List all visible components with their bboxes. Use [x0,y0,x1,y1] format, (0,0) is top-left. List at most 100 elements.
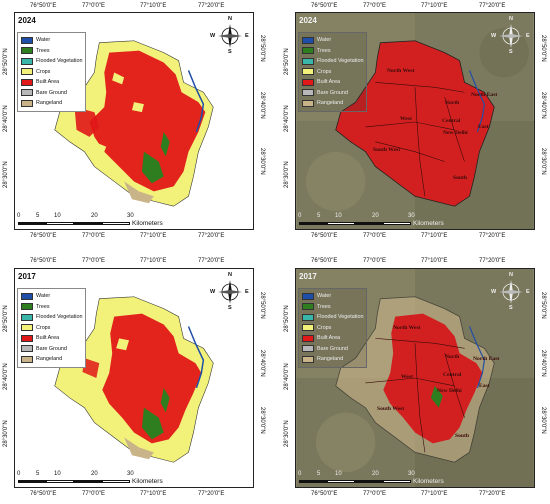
legend-item-trees: Trees [302,302,363,313]
legend-item-water: Water [302,291,363,302]
district-label: North [445,100,460,106]
lat-tick: 28°30'0"N [259,407,265,434]
district-label: North East [471,92,498,98]
north-arrow-icon: N S W E [210,16,249,55]
lat-tick: 28°50'0"N [3,305,9,332]
lon-tick: 76°50'0"E [30,3,57,9]
map-frame [295,268,535,488]
legend-item-crops: Crops [21,67,82,78]
legend-item-crops: Crops [302,323,363,334]
year-label: 2024 [299,16,317,25]
lon-tick: 77°10'0"E [421,258,448,264]
legend-item-crops: Crops [21,323,82,334]
lat-tick: 28°30'0"N [3,161,9,188]
district-label: East [479,383,490,389]
lon-tick: 77°20'0"E [198,258,225,264]
lat-tick: 28°30'0"N [540,148,546,175]
legend-item-built: Built Area [21,333,82,344]
scale-bar: 0 5 10 20 30 Kilometers [298,213,444,227]
lat-tick: 28°50'0"N [259,292,265,319]
legend-item-bare: Bare Ground [302,344,363,355]
lat-tick: 28°30'0"N [3,420,9,447]
district-label: North East [473,356,500,362]
north-arrow-icon: N S W E [491,16,530,55]
district-label: North West [387,68,415,74]
lon-tick: 77°10'0"E [140,233,167,239]
lon-tick: 76°50'0"E [30,233,57,239]
district-label: New Delhi [443,130,468,136]
legend-item-trees: Trees [302,46,363,57]
district-label: South West [377,406,405,412]
legend-item-rangeland: Rangeland [21,98,82,109]
lat-tick: 28°30'0"N [259,148,265,175]
district-label: North West [393,325,421,331]
lon-tick: 77°10'0"E [421,491,448,497]
lon-tick: 77°10'0"E [140,258,167,264]
district-label: Central [443,372,462,378]
lat-tick: 28°40'0"N [540,92,546,119]
lat-tick: 28°40'0"N [259,92,265,119]
lat-tick: 28°50'0"N [540,292,546,319]
lon-tick: 76°50'0"E [311,491,338,497]
legend: Water Trees Flooded Vegetation Crops Bui… [298,288,368,368]
district-label: South [455,433,469,439]
lon-tick: 76°50'0"E [311,258,338,264]
map-panel-2024-classified: 2024 Water Trees Flooded Vegetation Crop… [14,12,254,230]
lat-tick: 28°30'0"N [540,407,546,434]
lon-tick: 77°10'0"E [421,233,448,239]
map-frame [295,12,535,230]
year-label: 2017 [299,272,317,281]
legend-item-rangeland: Rangeland [302,98,363,109]
legend-item-flooded: Flooded Vegetation [21,312,82,323]
district-label: South West [373,147,401,153]
lat-tick: 28°50'0"N [3,48,9,75]
legend-item-trees: Trees [21,302,82,313]
lon-tick: 77°0'0"E [82,258,106,264]
lat-tick: 28°40'0"N [284,105,290,132]
legend-item-flooded: Flooded Vegetation [302,56,363,67]
legend-item-crops: Crops [302,67,363,78]
lat-tick: 28°40'0"N [540,350,546,377]
lat-tick: 28°40'0"N [284,363,290,390]
lon-tick: 76°50'0"E [30,491,57,497]
scale-bar: 0 5 10 20 30 Kilometers [17,213,163,227]
lon-tick: 77°20'0"E [198,491,225,497]
district-label: North [445,354,460,360]
legend-item-rangeland: Rangeland [21,354,82,365]
district-label: West [400,116,412,122]
lon-tick: 77°0'0"E [363,233,387,239]
legend-item-bare: Bare Ground [302,88,363,99]
legend-item-built: Built Area [302,333,363,344]
district-label: West [401,374,413,380]
lat-tick: 28°50'0"N [259,35,265,62]
lat-tick: 28°40'0"N [3,363,9,390]
lat-tick: 28°30'0"N [284,420,290,447]
lon-tick: 77°20'0"E [479,258,506,264]
legend-item-bare: Bare Ground [21,344,82,355]
legend: Water Trees Flooded Vegetation Crops Bui… [298,32,368,112]
legend-item-bare: Bare Ground [21,88,82,99]
lon-tick: 77°0'0"E [363,491,387,497]
map-canvas [15,13,253,229]
map-frame [14,12,254,230]
north-arrow-icon: N S W E [210,272,249,311]
scale-bar: 0 5 10 20 30 Kilometers [17,471,163,485]
lon-tick: 76°50'0"E [311,233,338,239]
legend: Water Trees Flooded Vegetation Crops Bui… [17,32,87,112]
legend-item-flooded: Flooded Vegetation [21,56,82,67]
legend: Water Trees Flooded Vegetation Crops Bui… [17,288,87,368]
legend-item-trees: Trees [21,46,82,57]
legend-item-flooded: Flooded Vegetation [302,312,363,323]
legend-item-water: Water [302,35,363,46]
lat-tick: 28°50'0"N [540,35,546,62]
lon-tick: 77°10'0"E [421,3,448,9]
district-label: East [478,124,489,130]
lon-tick: 77°20'0"E [198,233,225,239]
lon-tick: 77°10'0"E [140,491,167,497]
year-label: 2017 [18,272,36,281]
lon-tick: 76°50'0"E [311,3,338,9]
lat-tick: 28°40'0"N [259,350,265,377]
legend-item-built: Built Area [302,77,363,88]
lat-tick: 28°40'0"N [3,105,9,132]
lon-tick: 77°0'0"E [82,3,106,9]
